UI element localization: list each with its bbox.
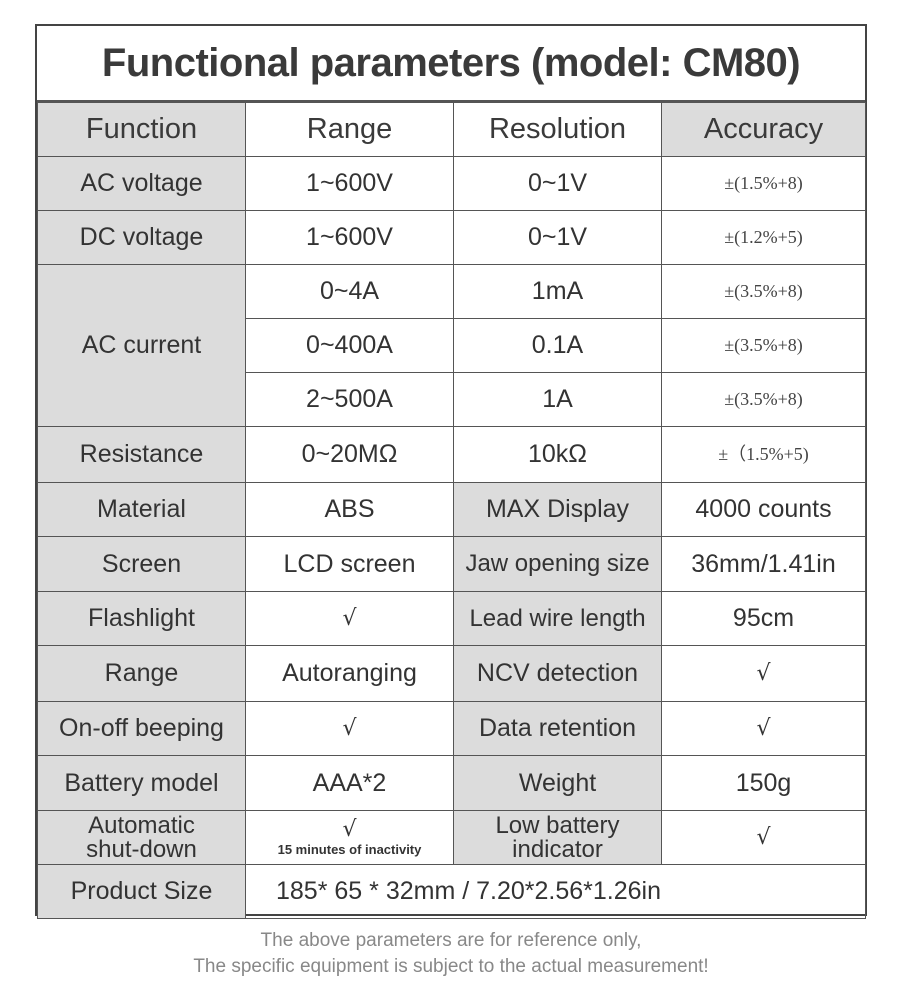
accuracy-cell: ±(3.5%+8) [661, 318, 866, 373]
spec-value: Autoranging [245, 645, 454, 702]
disclaimer-line1: The above parameters are for reference o… [260, 930, 642, 951]
header-function: Function [37, 102, 246, 157]
range-cell: 0~4A [245, 264, 454, 319]
spec-label: Automatic shut-down [37, 810, 246, 865]
auto-shutdown-label-line1: Automatic [88, 811, 195, 839]
table-row: Battery model AAA*2 Weight 150g [37, 755, 866, 811]
resolution-cell: 10kΩ [453, 426, 662, 483]
resolution-cell: 0.1A [453, 318, 662, 373]
auto-shutdown-label-line2: shut-down [86, 835, 197, 863]
resolution-cell: 1A [453, 372, 662, 427]
spec-value: 95cm [661, 591, 866, 646]
spec-label: Low battery indicator [453, 810, 662, 865]
table-row: 0~400A 0.1A ±(3.5%+8) [38, 318, 866, 373]
spec-label: Range [37, 645, 246, 702]
table-row: Screen LCD screen Jaw opening size 36mm/… [37, 536, 866, 592]
spec-label: Material [37, 482, 246, 537]
spec-sheet: Functional parameters (model: CM80) Func… [35, 24, 867, 919]
function-cell: DC voltage [37, 210, 246, 265]
spec-label: Data retention [453, 701, 662, 756]
auto-shutdown-note: 15 minutes of inactivity [277, 842, 422, 858]
header-resolution: Resolution [453, 102, 662, 157]
spec-label: Product Size [37, 864, 246, 919]
spec-label: Lead wire length [453, 591, 662, 646]
spec-label: MAX Display [453, 482, 662, 537]
checkmark-icon: √ [661, 701, 866, 756]
spec-label: NCV detection [453, 645, 662, 702]
range-cell: 0~20MΩ [245, 426, 454, 483]
table-row: Range Autoranging NCV detection √ [37, 645, 866, 702]
spec-value: ABS [245, 482, 454, 537]
range-cell: 0~400A [245, 318, 454, 373]
resolution-cell: 0~1V [453, 210, 662, 265]
spec-label: Flashlight [37, 591, 246, 646]
header-accuracy: Accuracy [661, 102, 866, 157]
resolution-cell: 1mA [453, 264, 662, 319]
accuracy-cell: ±(1.2%+5) [661, 210, 866, 265]
table-row: Automatic shut-down √ 15 minutes of inac… [37, 810, 866, 865]
disclaimer: The above parameters are for reference o… [0, 928, 902, 980]
disclaimer-line2: The specific equipment is subject to the… [193, 956, 709, 977]
function-cell: Resistance [37, 426, 246, 483]
spec-label: Weight [453, 755, 662, 811]
header-range: Range [245, 102, 454, 157]
checkmark-icon: √ [661, 810, 866, 865]
checkmark-icon: √ [245, 591, 454, 646]
checkmark-icon: √ [661, 645, 866, 702]
spec-value: √ 15 minutes of inactivity [245, 810, 454, 865]
spec-label: Jaw opening size [453, 536, 662, 592]
range-cell: 2~500A [245, 372, 454, 427]
table-header-row: Function Range Resolution Accuracy [37, 102, 866, 157]
checkmark-icon: √ [245, 701, 454, 756]
accuracy-cell: ±(3.5%+8) [661, 264, 866, 319]
range-cell: 1~600V [245, 210, 454, 265]
spec-table: Function Range Resolution Accuracy AC vo… [37, 102, 866, 919]
table-row: DC voltage 1~600V 0~1V ±(1.2%+5) [37, 210, 866, 265]
spec-value: AAA*2 [245, 755, 454, 811]
page-title: Functional parameters (model: CM80) [37, 26, 865, 102]
spec-label: Battery model [37, 755, 246, 811]
function-cell: AC current [37, 264, 246, 427]
table-row: On-off beeping √ Data retention √ [37, 701, 866, 756]
spec-label: Screen [37, 536, 246, 592]
accuracy-cell: ±（1.5%+5) [661, 426, 866, 483]
low-battery-label-line2: indicator [512, 835, 603, 863]
table-row: AC voltage 1~600V 0~1V ±(1.5%+8) [37, 156, 866, 211]
table-row: AC current 0~4A 1mA ±(3.5%+8) [37, 264, 866, 427]
spec-value: 4000 counts [661, 482, 866, 537]
accuracy-cell: ±(1.5%+8) [661, 156, 866, 211]
product-size-value: 185* 65 * 32mm / 7.20*2.56*1.26in [245, 864, 866, 919]
table-row: Resistance 0~20MΩ 10kΩ ±（1.5%+5) [37, 426, 866, 483]
spec-value: 150g [661, 755, 866, 811]
range-cell: 1~600V [245, 156, 454, 211]
resolution-cell: 0~1V [453, 156, 662, 211]
table-row: Material ABS MAX Display 4000 counts [37, 482, 866, 537]
spec-value: 36mm/1.41in [661, 536, 866, 592]
low-battery-label-line1: Low battery [495, 811, 620, 839]
spec-value: LCD screen [245, 536, 454, 592]
function-cell: AC voltage [37, 156, 246, 211]
table-row: 2~500A 1A ±(3.5%+8) [38, 372, 866, 427]
checkmark-icon: √ [342, 817, 357, 843]
accuracy-cell: ±(3.5%+8) [661, 372, 866, 427]
table-row: Product Size 185* 65 * 32mm / 7.20*2.56*… [37, 864, 866, 919]
spec-label: On-off beeping [37, 701, 246, 756]
table-row: Flashlight √ Lead wire length 95cm [37, 591, 866, 646]
